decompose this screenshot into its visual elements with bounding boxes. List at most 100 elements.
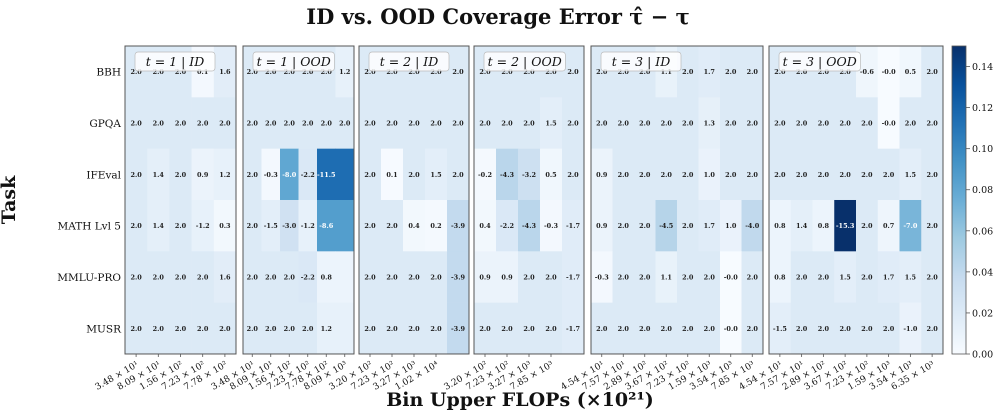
- cell-annotation: 2.0: [408, 68, 420, 76]
- heatmap-cell: [591, 302, 613, 355]
- heatmap-cell: [125, 148, 148, 201]
- cell-annotation: 2.0: [153, 273, 165, 281]
- cell-annotation: 2.0: [364, 68, 376, 76]
- heatmap-cell: [655, 251, 678, 303]
- cell-annotation: 1.0: [725, 222, 737, 230]
- cell-annotation: 2.0: [639, 171, 651, 179]
- cell-annotation: 2.0: [130, 273, 142, 281]
- heatmap-cell: [243, 251, 262, 303]
- cell-annotation: 2.0: [284, 119, 296, 127]
- heatmap-cell: [540, 302, 563, 355]
- colorbar-tick-label: 0.10: [972, 144, 993, 155]
- heatmap-cell: [655, 97, 678, 149]
- cell-annotation: 2.0: [725, 68, 737, 76]
- panel-label: t = 3 | OOD: [783, 54, 857, 69]
- heatmap-cell: [280, 199, 299, 252]
- heatmap-cell: [280, 97, 299, 149]
- heatmap-cell: [540, 199, 563, 252]
- cell-annotation: 0.1: [197, 68, 208, 76]
- cell-annotation: 0.8: [818, 222, 830, 230]
- heatmap-cell: [899, 148, 922, 201]
- cell-annotation: 0.9: [596, 222, 608, 230]
- heatmap-cell: [447, 46, 470, 98]
- heatmap-cell: [335, 97, 355, 149]
- heatmap-cell: [562, 251, 585, 303]
- cell-annotation: 2.0: [452, 171, 464, 179]
- heatmap-cell: [812, 302, 835, 355]
- cell-annotation: 1.7: [704, 222, 715, 230]
- heatmap-cell: [698, 148, 721, 201]
- cell-annotation: 2.0: [265, 325, 277, 333]
- heatmap-cell: [899, 302, 922, 355]
- heatmap-cell: [298, 199, 318, 252]
- task-label: MMLU-PRO: [57, 272, 121, 284]
- cell-annotation: 2.0: [661, 325, 673, 333]
- heatmap-cell: [698, 302, 721, 355]
- panel-frame: [242, 45, 355, 355]
- cell-annotation: 1.7: [883, 273, 894, 281]
- heatmap-cell: [741, 302, 764, 355]
- heatmap-cell: [812, 199, 835, 252]
- heatmap-cell: [769, 148, 792, 201]
- heatmap-cell: [147, 97, 170, 149]
- heatmap-cell: [834, 302, 857, 355]
- heatmap-cell: [634, 97, 656, 149]
- cell-annotation: -1.7: [566, 325, 580, 333]
- panel-label-box: [483, 51, 566, 72]
- x-axis-label: Bin Upper FLOPs (×10²¹): [386, 389, 654, 411]
- cell-annotation: -3.0: [282, 222, 296, 230]
- panel-label-box: [368, 51, 450, 72]
- heatmap-cell: [474, 199, 497, 252]
- heatmap-cell: [741, 148, 764, 201]
- cell-annotation: 2.0: [523, 68, 535, 76]
- heatmap-cell: [447, 97, 470, 149]
- cell-annotation: 2.0: [523, 273, 535, 281]
- heatmap-cell: [496, 148, 519, 201]
- cell-annotation: -0.3: [264, 171, 278, 179]
- cell-annotation: 2.0: [926, 273, 938, 281]
- heatmap-cell: [634, 199, 656, 252]
- cell-annotation: -0.0: [882, 119, 896, 127]
- cell-annotation: 2.0: [153, 325, 165, 333]
- heatmap-cell: [317, 97, 336, 149]
- cell-annotation: 2.0: [197, 119, 209, 127]
- cell-annotation: 2.0: [883, 325, 895, 333]
- heatmap-cell: [812, 251, 835, 303]
- heatmap-panels: 2.0 2.0 2.0 0.1 1.6 2.0 2.0 2.0 2.0 2.0 2.0 1.4 2.0 0…: [94, 45, 944, 393]
- cell-annotation: 2.0: [321, 68, 333, 76]
- cell-annotation: 2.0: [618, 222, 630, 230]
- heatmap-cell: [496, 302, 519, 355]
- heatmap-cell: [769, 251, 792, 303]
- cell-annotation: 0.4: [408, 222, 420, 230]
- cell-annotation: 2.0: [596, 68, 608, 76]
- cell-annotation: -4.3: [522, 222, 536, 230]
- heatmap-cell: [812, 148, 835, 201]
- heatmap-cell: [125, 302, 148, 355]
- heatmap-cell: [169, 97, 192, 149]
- heatmap-panel: 2.0 2.0 2.0 2.0 2.0 1.22.0 2.0 2.0 2.0 2.0 2.02.0-…: [210, 45, 355, 393]
- colorbar-tick-label: 0.08: [972, 185, 993, 196]
- cell-annotation: 0.4: [479, 222, 491, 230]
- cell-annotation: 2.0: [618, 119, 630, 127]
- cell-annotation: -2.2: [301, 171, 315, 179]
- heatmap-cell: [769, 97, 792, 149]
- cell-annotation: 2.0: [130, 171, 142, 179]
- heatmap-cell: [720, 199, 742, 252]
- heatmap-cell: [191, 199, 215, 252]
- cell-annotation: 2.0: [175, 273, 187, 281]
- cell-annotation: 2.0: [501, 325, 513, 333]
- panel-label-box: [600, 51, 682, 72]
- heatmap-cell: [125, 199, 148, 252]
- cell-annotation: -0.0: [724, 273, 738, 281]
- cell-annotation: 2.0: [725, 119, 737, 127]
- heatmap-panel: 2.0 2.0 2.0 2.0 2.0 2.0 2.0 2.0 2.0 2.0 2.0 0.1 2.0 1…: [328, 45, 470, 393]
- heatmap-cell: [877, 148, 900, 201]
- colorbar-tick-label: 0.12: [972, 103, 993, 114]
- cell-annotation: 2.0: [661, 119, 673, 127]
- cell-annotation: 2.0: [682, 119, 694, 127]
- heatmap-cell: [381, 199, 404, 252]
- cell-annotation: 2.0: [523, 119, 535, 127]
- heatmap-cell: [147, 251, 170, 303]
- heatmap-cell: [381, 97, 404, 149]
- heatmap-cell: [359, 97, 382, 149]
